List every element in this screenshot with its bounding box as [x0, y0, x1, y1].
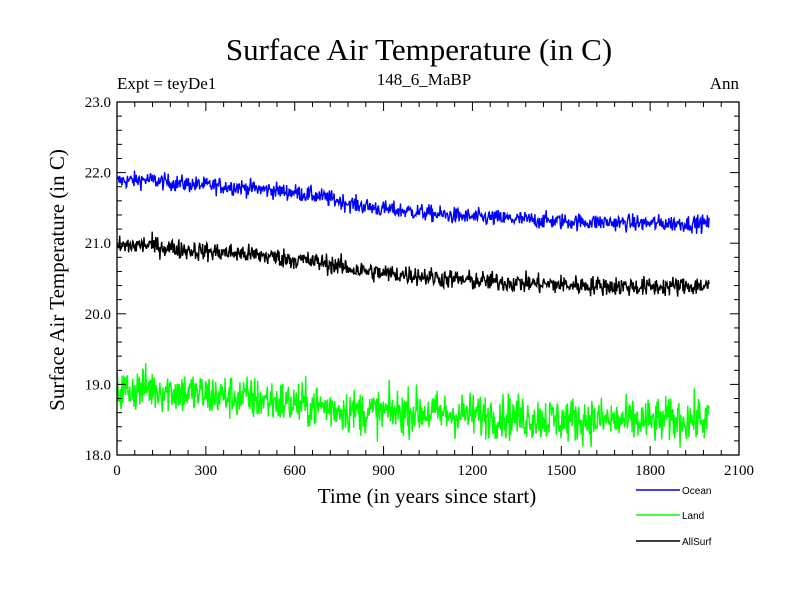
legend-label-ocean: Ocean	[682, 486, 711, 497]
series-line-land	[116, 363, 710, 448]
legend-label-allsurf: AllSurf	[682, 537, 712, 548]
y-axis-label: Surface Air Temperature (in C)	[45, 149, 69, 411]
x-tick-label: 1200	[457, 463, 487, 479]
x-tick-label: 1500	[546, 463, 576, 479]
legend: Ocean Land AllSurf	[636, 486, 712, 548]
x-tick-label: 1800	[635, 463, 665, 479]
chart-title: Surface Air Temperature (in C)	[226, 32, 612, 67]
x-tick-label: 2100	[724, 463, 754, 479]
plot-frame	[116, 101, 740, 456]
x-axis-label: Time (in years since start)	[318, 484, 537, 508]
x-tick-label: 300	[195, 463, 218, 479]
series-layer	[116, 170, 710, 448]
experiment-label: Expt = teyDe1	[117, 74, 216, 93]
x-tick-label: 900	[372, 463, 395, 479]
legend-label-land: Land	[682, 511, 704, 522]
y-tick-label: 21.0	[85, 236, 111, 252]
y-tick-label: 19.0	[85, 377, 111, 393]
x-tick-label: 0	[113, 463, 121, 479]
season-label: Ann	[710, 74, 740, 93]
y-tick-label: 18.0	[85, 448, 111, 464]
period-label: 148_6_MaBP	[377, 70, 471, 89]
x-tick-label: 600	[283, 463, 306, 479]
axes-layer: 0 300 600 900 1200 1500 1800 2100 18.0 19.0 20.0 21…	[85, 95, 754, 479]
y-tick-label: 22.0	[85, 166, 111, 182]
series-line-ocean	[116, 170, 710, 234]
y-tick-label: 23.0	[85, 95, 111, 111]
series-line-allsurf	[116, 231, 710, 297]
y-tick-label: 20.0	[85, 307, 111, 323]
